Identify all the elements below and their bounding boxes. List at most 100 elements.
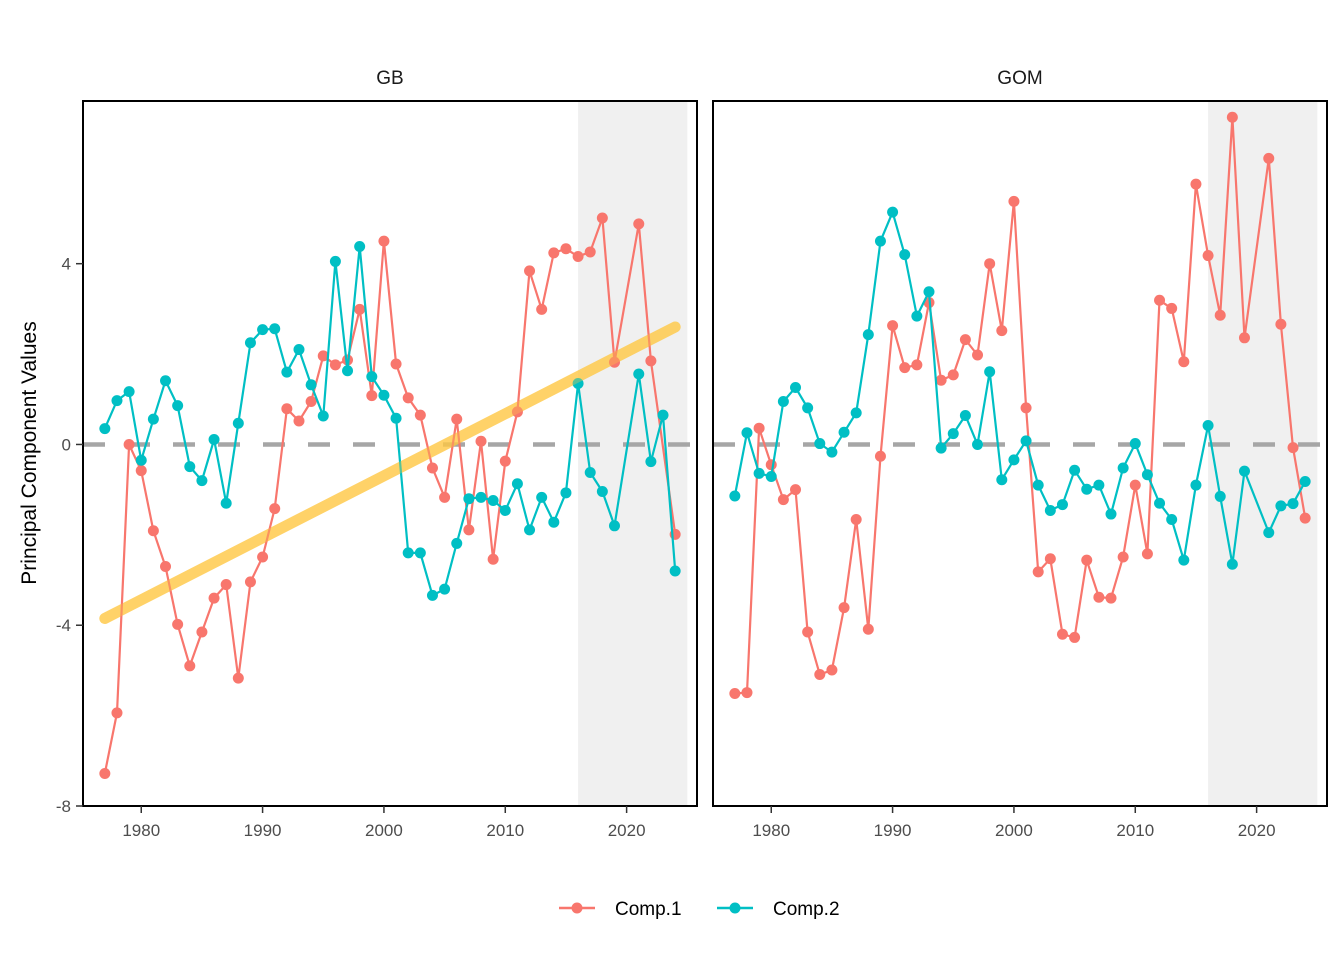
data-point bbox=[959, 334, 971, 346]
data-point bbox=[536, 491, 548, 503]
series-line bbox=[103, 217, 677, 774]
data-point bbox=[1008, 454, 1020, 466]
data-point bbox=[911, 359, 923, 371]
data-point bbox=[596, 485, 608, 497]
data-point bbox=[645, 355, 657, 367]
data-point bbox=[850, 513, 862, 525]
data-point bbox=[862, 623, 874, 635]
data-point bbox=[402, 392, 414, 404]
data-point bbox=[160, 560, 172, 572]
data-point bbox=[123, 386, 135, 398]
data-point bbox=[475, 491, 487, 503]
data-point bbox=[874, 450, 886, 462]
data-point bbox=[1020, 402, 1032, 414]
data-point bbox=[1069, 631, 1081, 643]
data-point bbox=[826, 664, 838, 676]
data-point bbox=[220, 497, 232, 509]
data-point bbox=[1238, 465, 1250, 477]
legend-item-comp-2: Comp.2 bbox=[717, 899, 840, 920]
data-point bbox=[1020, 435, 1032, 447]
data-point bbox=[1117, 551, 1129, 563]
data-point bbox=[572, 250, 584, 262]
data-point bbox=[475, 435, 487, 447]
legend-key-point bbox=[729, 902, 741, 914]
data-point bbox=[524, 524, 536, 536]
x-tick-label: 2000 bbox=[365, 821, 403, 840]
data-point bbox=[414, 547, 426, 559]
data-point bbox=[1044, 553, 1056, 565]
data-point bbox=[972, 438, 984, 450]
data-point bbox=[1275, 500, 1287, 512]
legend-item-comp-1: Comp.1 bbox=[559, 899, 682, 920]
data-point bbox=[160, 375, 172, 387]
data-point bbox=[1238, 332, 1250, 344]
data-point bbox=[305, 396, 317, 408]
data-point bbox=[317, 410, 329, 422]
data-point bbox=[1299, 512, 1311, 524]
data-point bbox=[451, 537, 463, 549]
data-point bbox=[560, 243, 572, 255]
panel-border bbox=[82, 100, 698, 807]
y-tick-label: -8 bbox=[56, 797, 71, 816]
data-point bbox=[741, 427, 753, 439]
trend-line bbox=[99, 321, 681, 624]
data-point bbox=[232, 672, 244, 684]
data-point bbox=[633, 368, 645, 380]
data-point bbox=[777, 396, 789, 408]
data-point bbox=[984, 366, 996, 378]
data-point bbox=[111, 395, 123, 407]
data-point bbox=[584, 466, 596, 478]
data-point bbox=[123, 438, 135, 450]
data-point bbox=[184, 660, 196, 672]
data-point bbox=[1275, 318, 1287, 330]
data-point bbox=[1226, 558, 1238, 570]
highlight-region bbox=[578, 101, 688, 806]
data-point bbox=[293, 415, 305, 427]
data-point bbox=[633, 218, 645, 230]
data-point bbox=[281, 403, 293, 415]
data-point bbox=[1093, 479, 1105, 491]
data-point bbox=[753, 467, 765, 479]
data-point bbox=[1117, 462, 1129, 474]
data-point bbox=[1202, 250, 1214, 262]
data-point bbox=[753, 422, 765, 434]
data-point bbox=[293, 344, 305, 356]
data-point bbox=[487, 495, 499, 506]
data-point bbox=[802, 626, 814, 638]
data-point bbox=[378, 389, 390, 401]
data-point bbox=[1032, 566, 1044, 578]
data-point bbox=[777, 494, 789, 506]
data-point bbox=[317, 350, 329, 362]
data-point bbox=[838, 602, 850, 614]
data-point bbox=[657, 409, 669, 421]
data-point bbox=[451, 413, 463, 425]
data-point bbox=[548, 516, 560, 528]
data-point bbox=[147, 525, 159, 537]
data-point bbox=[1287, 498, 1299, 510]
y-axis-title: Principal Component Values bbox=[18, 321, 41, 584]
legend: Comp.1 Comp.2 bbox=[559, 899, 840, 920]
panel-gb: GB 1980 1990 2000 2010 2020 bbox=[82, 68, 698, 840]
data-point bbox=[354, 303, 366, 315]
series-comp-1 bbox=[99, 212, 681, 779]
data-point bbox=[1190, 479, 1202, 491]
data-point bbox=[172, 400, 184, 412]
x-tick-label: 2000 bbox=[995, 821, 1033, 840]
data-point bbox=[1202, 419, 1214, 431]
data-point bbox=[765, 459, 777, 471]
data-point bbox=[1287, 442, 1299, 454]
legend-label: Comp.2 bbox=[773, 899, 840, 920]
data-point bbox=[850, 407, 862, 419]
data-point bbox=[1008, 195, 1020, 207]
x-tick-label: 1990 bbox=[244, 821, 282, 840]
series-comp-2 bbox=[729, 206, 1311, 570]
data-point bbox=[572, 377, 584, 389]
data-point bbox=[366, 371, 378, 383]
data-point bbox=[390, 358, 402, 370]
legend-key-point bbox=[571, 902, 583, 914]
data-point bbox=[790, 382, 802, 394]
data-point bbox=[596, 212, 608, 224]
data-point bbox=[814, 438, 826, 450]
data-point bbox=[1154, 497, 1166, 509]
